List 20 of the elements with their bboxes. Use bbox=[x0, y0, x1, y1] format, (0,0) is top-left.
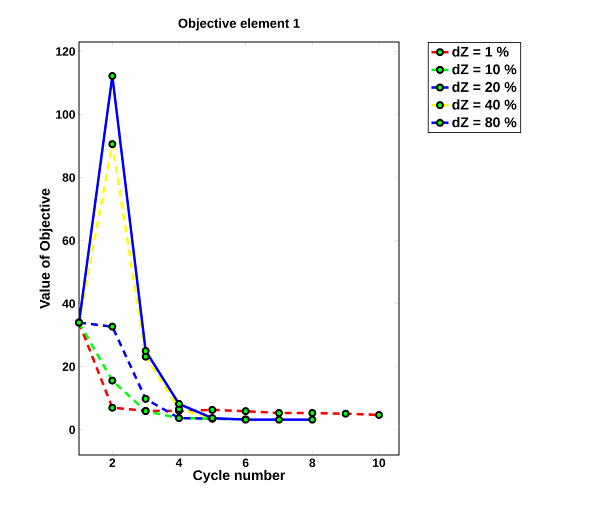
x-tick-label: 2 bbox=[109, 458, 116, 467]
legend-label: dZ = 1 % bbox=[452, 46, 509, 57]
y-tick-label: 60 bbox=[62, 236, 75, 245]
legend-label: dZ = 80 % bbox=[452, 116, 516, 128]
x-tick-label: 10 bbox=[373, 458, 386, 468]
y-axis-title: Value of Objective bbox=[40, 188, 53, 309]
x-axis-title: Cycle number bbox=[193, 470, 286, 483]
x-tick-label: 8 bbox=[309, 458, 316, 468]
y-tick-label: 100 bbox=[56, 110, 75, 119]
y-tick-label: 80 bbox=[62, 173, 75, 182]
legend-label: dZ = 40 % bbox=[452, 99, 516, 110]
chart-title: Objective element 1 bbox=[178, 18, 300, 30]
x-tick-label: 4 bbox=[176, 458, 182, 467]
y-tick-label: 0 bbox=[69, 426, 75, 434]
y-tick-label: 120 bbox=[56, 47, 75, 56]
x-tick-label: 6 bbox=[242, 458, 249, 468]
legend-label: dZ = 20 % bbox=[452, 82, 516, 92]
y-tick-label: 20 bbox=[62, 362, 75, 371]
legend-label: dZ = 10 % bbox=[452, 64, 516, 74]
y-tick-label: 40 bbox=[62, 299, 75, 308]
